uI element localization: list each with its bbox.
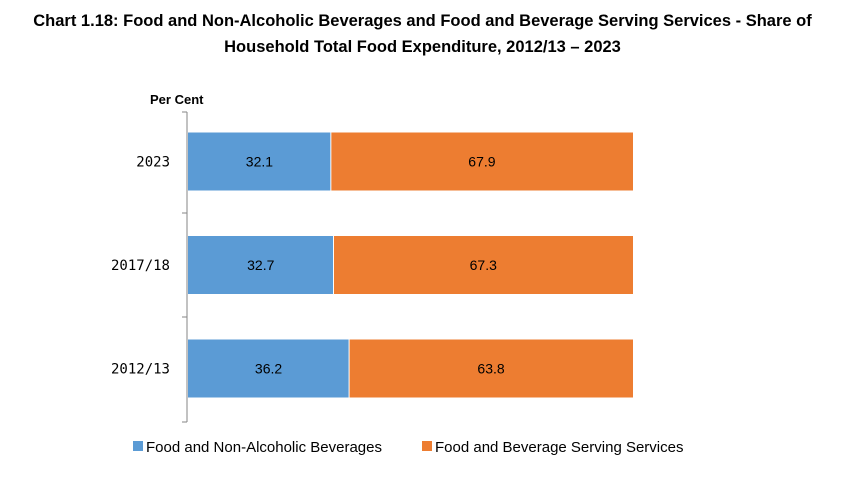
bar-segment <box>330 132 633 191</box>
data-label: 63.8 <box>477 361 504 377</box>
bar-segment <box>188 132 331 191</box>
legend-swatch <box>422 441 432 451</box>
data-label: 32.7 <box>247 257 274 273</box>
legend-label: Food and Non-Alcoholic Beverages <box>146 439 382 456</box>
legend: Food and Non-Alcoholic Beverages Food and… <box>133 439 683 456</box>
y-tick-label: 2017/18 <box>111 258 170 274</box>
plot-area: 32.1 67.9 2023 32.7 67.3 2017/18 36.2 63.8 2012/… <box>111 111 633 423</box>
bar-segment <box>333 236 633 294</box>
data-label: 67.3 <box>470 257 497 273</box>
y-tick-label: 2023 <box>136 155 170 171</box>
data-label: 32.1 <box>246 154 273 170</box>
data-label: 36.2 <box>255 361 282 377</box>
chart-title-line-2: Household Total Food Expenditure, 2012/1… <box>224 38 621 56</box>
bar-segment <box>188 339 350 398</box>
y-axis-label: Per Cent <box>150 92 204 107</box>
bar-segment <box>349 339 633 398</box>
chart-title: Chart 1.18: Food and Non-Alcoholic Bever… <box>0 8 845 60</box>
legend-swatch <box>133 441 143 451</box>
data-label: 67.9 <box>468 154 495 170</box>
legend-label: Food and Beverage Serving Services <box>435 439 683 456</box>
y-tick-label: 2012/13 <box>111 362 170 378</box>
chart-title-line-1: Chart 1.18: Food and Non-Alcoholic Bever… <box>33 12 812 30</box>
bar-segment <box>188 236 334 294</box>
